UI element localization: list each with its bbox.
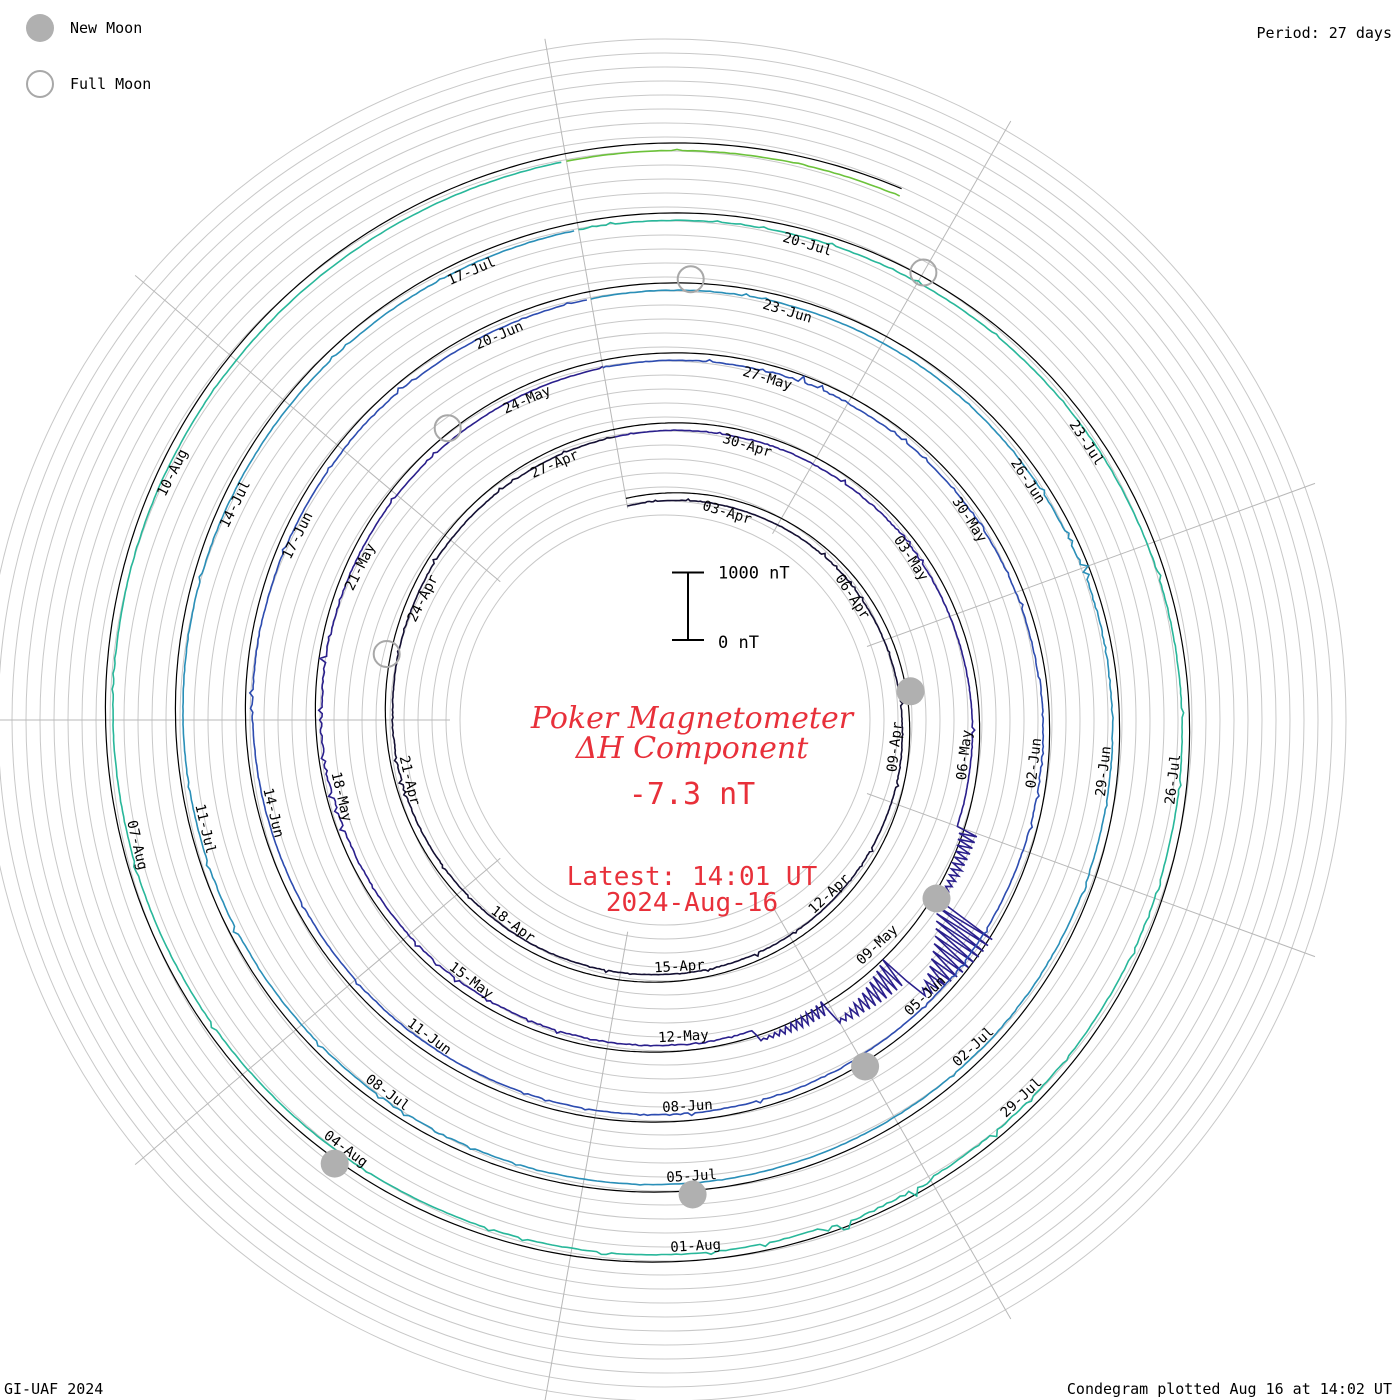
date-label: 26-Jun <box>1007 456 1048 507</box>
date-label: 23-Jul <box>1066 418 1107 469</box>
date-label: 27-May <box>741 364 794 394</box>
date-label: 20-Jul <box>781 230 834 260</box>
footer-credit: GI-UAF 2024 <box>4 1380 104 1398</box>
grid-spoke <box>544 38 629 509</box>
legend-full-moon-label: Full Moon <box>70 75 152 93</box>
date-label: 12-May <box>658 1027 709 1046</box>
date-label: 30-Apr <box>721 431 774 461</box>
date-label: 06-May <box>954 729 976 781</box>
full-moon-marker <box>676 265 705 294</box>
date-label: 29-Jul <box>998 1075 1046 1121</box>
current-value: -7.3 nT <box>629 777 755 812</box>
scale-top-label: 1000 nT <box>718 564 790 584</box>
date-label: 08-Jul <box>362 1071 412 1114</box>
trace-rotation-6 <box>566 148 901 197</box>
grid-ring <box>459 514 871 926</box>
legend-new-moon: New Moon <box>26 14 142 42</box>
grid-spoke <box>134 275 501 583</box>
new-moon-marker <box>678 1180 707 1209</box>
date-label: 09-May <box>854 922 902 968</box>
legend-new-moon-label: New Moon <box>70 19 143 37</box>
baseline-spiral <box>104 142 1191 1263</box>
new-moon-marker <box>896 677 925 706</box>
grid-spoke <box>772 120 1012 535</box>
date-label: 20-Jun <box>473 318 526 353</box>
trace-rotation-3 <box>248 299 1045 1117</box>
grid-ring <box>0 52 1333 1388</box>
date-label: 27-Apr <box>528 447 581 482</box>
scale-bar: 1000 nT 0 nT <box>672 564 790 653</box>
period-label: Period: 27 days <box>1256 24 1392 42</box>
full-moon-marker <box>909 258 938 287</box>
grid-ring <box>0 38 1347 1400</box>
date-label: 29-Jun <box>1093 745 1115 797</box>
date-label: 08-Jun <box>662 1097 713 1116</box>
new-moon-icon <box>26 14 54 42</box>
new-moon-marker <box>851 1052 880 1081</box>
full-moon-icon <box>26 70 54 98</box>
date-label: 17-Jun <box>279 510 316 562</box>
date-label: 05-Jun <box>902 973 950 1019</box>
date-label: 24-Apr <box>405 572 442 624</box>
scale-bottom-label: 0 nT <box>718 633 759 653</box>
trace-rotation-4 <box>182 230 1114 1186</box>
date-label: 01-Aug <box>670 1237 721 1256</box>
grid-spoke <box>866 793 1316 958</box>
date-label: 21-May <box>342 541 379 593</box>
footer-plotted: Condegram plotted Aug 16 at 14:02 UT <box>1066 1380 1392 1398</box>
grid-spoke <box>544 931 629 1400</box>
full-moon-marker <box>433 414 462 443</box>
trace-rotation-5 <box>111 161 1185 1256</box>
moon-markers <box>320 258 951 1209</box>
date-label: 06-Apr <box>832 571 873 622</box>
grid-spoke <box>866 482 1316 647</box>
chart-subtitle: ΔH Component <box>575 731 809 766</box>
date-label: 14-Jul <box>217 478 254 530</box>
date-label: 17-Jul <box>445 254 498 289</box>
date-label: 05-Jul <box>666 1167 717 1186</box>
latest-date: 2024-Aug-16 <box>606 888 778 918</box>
date-label: 03-Apr <box>700 498 753 528</box>
chart-title: Poker Magnetometer <box>530 701 855 736</box>
date-label: 26-Jul <box>1162 753 1184 805</box>
date-label: 30-May <box>949 494 990 545</box>
grid-spoke <box>134 857 501 1165</box>
date-label: 02-Jul <box>950 1024 998 1070</box>
date-label: 15-Apr <box>654 957 705 976</box>
trace-rotation-1 <box>391 436 904 976</box>
new-moon-marker <box>320 1149 349 1178</box>
trace-group <box>111 148 1185 1256</box>
date-label: 09-Apr <box>884 721 906 773</box>
date-label: 21-Apr <box>396 754 423 807</box>
legend-full-moon: Full Moon <box>26 70 151 98</box>
trace-rotation-2 <box>317 365 993 1047</box>
new-moon-marker <box>922 884 951 913</box>
date-label: 23-Jun <box>761 297 814 327</box>
full-moon-marker <box>372 640 401 668</box>
date-label: 03-May <box>890 533 931 584</box>
grid-spoke <box>772 905 1012 1320</box>
date-label: 10-Aug <box>154 447 191 499</box>
date-label: 24-May <box>501 383 554 418</box>
latest-time: Latest: 14:01 UT <box>567 862 818 892</box>
date-label: 02-Jun <box>1023 737 1045 789</box>
